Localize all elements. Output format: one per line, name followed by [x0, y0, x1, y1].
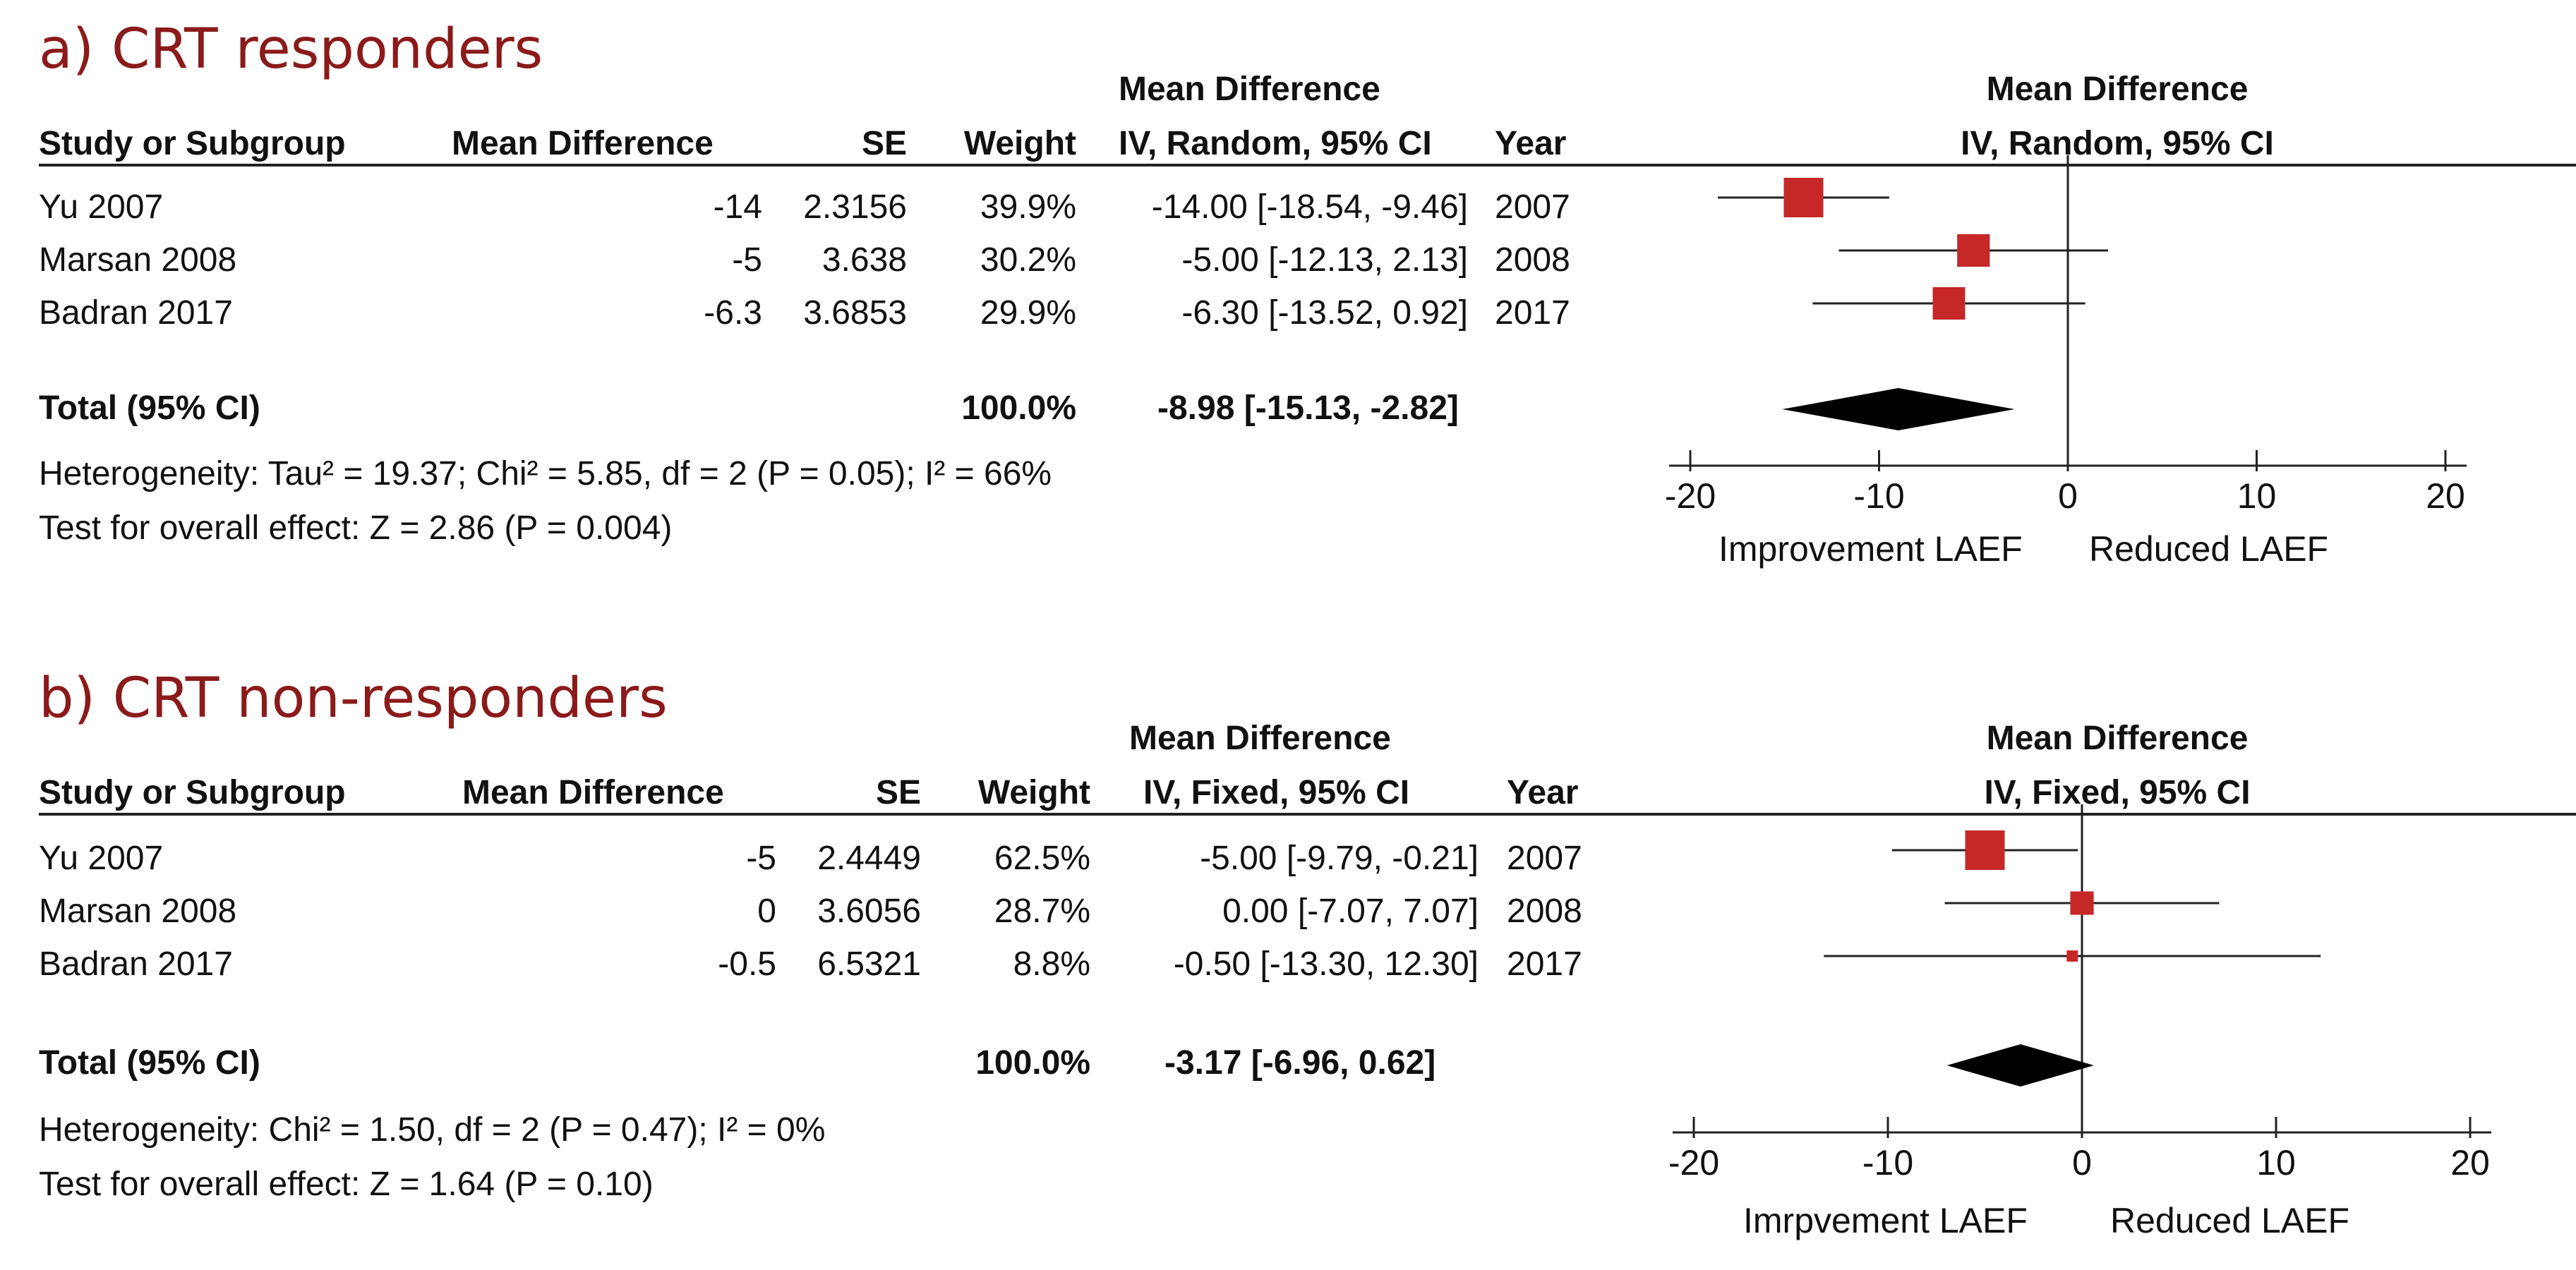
table-row-md: -14: [713, 188, 762, 226]
x-tick-label: -10: [1853, 476, 1904, 516]
table-row-weight: 30.2%: [980, 241, 1076, 279]
axis-left-caption: Improvement LAEF: [1719, 529, 2023, 569]
axis-right-caption: Reduced LAEF: [2110, 1201, 2350, 1240]
table-row-weight: 39.9%: [980, 188, 1076, 226]
study-column-header: Study or Subgroup: [39, 125, 346, 162]
table-row-weight: 28.7%: [994, 893, 1090, 930]
table-row-md: -6.3: [704, 294, 762, 332]
table-row-se: 6.5321: [817, 945, 921, 983]
study-marker: [1965, 830, 2005, 870]
table-row-ci: -0.50 [-13.30, 12.30]: [1173, 945, 1479, 983]
axis-left-caption: Imrpvement LAEF: [1743, 1201, 2028, 1240]
table-row-ci: -5.00 [-9.79, -0.21]: [1200, 840, 1479, 877]
overall-effect-text: Test for overall effect: Z = 1.64 (P = 0…: [39, 1166, 654, 1203]
table-row-study: Badran 2017: [39, 294, 233, 332]
table-row-weight: 29.9%: [980, 294, 1076, 332]
table-row-md: -5: [732, 241, 762, 279]
weight-column-header: Weight: [963, 125, 1076, 162]
year-column-header: Year: [1495, 125, 1567, 162]
plot-header-top: Mean Difference: [1986, 720, 2249, 757]
study-marker: [1957, 234, 1990, 267]
header-divider: [39, 813, 2576, 816]
heterogeneity-text: Heterogeneity: Tau² = 19.37; Chi² = 5.85…: [39, 455, 1052, 492]
x-tick-label: 10: [2237, 476, 2277, 516]
ci-column-header: IV, Fixed, 95% CI: [1143, 774, 1410, 811]
table-row-se: 2.3156: [803, 188, 907, 226]
forest-panel-responders: a) CRT responders Mean Difference Mean D…: [0, 0, 2576, 621]
ci-header-top: Mean Difference: [1119, 71, 1380, 108]
table-row-se: 3.638: [821, 241, 907, 279]
x-tick-label: 20: [2426, 476, 2465, 516]
study-marker: [2066, 950, 2078, 962]
table-row-ci: -14.00 [-18.54, -9.46]: [1151, 188, 1468, 226]
x-tick-label: 0: [2072, 1143, 2092, 1183]
table-row-se: 2.4449: [817, 840, 921, 877]
total-label: Total (95% CI): [39, 1044, 260, 1082]
forest-plot-svg: -20 -10 0 10 20: [1665, 155, 2467, 516]
x-tick-label: 0: [2058, 476, 2078, 516]
table-row-weight: 62.5%: [994, 840, 1090, 877]
total-weight: 100.0%: [961, 389, 1076, 427]
header-divider: [39, 164, 2576, 167]
table-row-md: -5: [746, 840, 776, 877]
total-diamond: [1946, 1044, 2095, 1087]
axis-right-caption: Reduced LAEF: [2089, 529, 2329, 569]
table-row-ci: -6.30 [-13.52, 0.92]: [1181, 294, 1468, 332]
overall-effect-text: Test for overall effect: Z = 2.86 (P = 0…: [39, 509, 673, 547]
table-row-study: Marsan 2008: [39, 241, 237, 279]
se-column-header: SE: [861, 125, 907, 162]
x-tick-label: -10: [1862, 1143, 1913, 1183]
table-row-weight: 8.8%: [1013, 945, 1090, 983]
table-row-year: 2008: [1495, 241, 1570, 279]
table-row-year: 2017: [1507, 945, 1582, 983]
x-tick-label: -20: [1665, 476, 1716, 516]
plot-header-top: Mean Difference: [1986, 71, 2249, 108]
total-weight: 100.0%: [975, 1044, 1090, 1082]
table-row-ci: -5.00 [-12.13, 2.13]: [1181, 241, 1468, 279]
plot-header-bottom: IV, Fixed, 95% CI: [1984, 774, 2251, 811]
total-label: Total (95% CI): [39, 389, 260, 427]
table-row-se: 3.6056: [817, 893, 921, 930]
forest-plot: -20 -10 0 10 20: [1623, 776, 2576, 1242]
study-marker: [2070, 891, 2094, 915]
se-column-header: SE: [875, 774, 921, 811]
study-marker: [1783, 178, 1824, 217]
x-tick-label: 10: [2256, 1143, 2296, 1183]
mean-difference-column-header: Mean Difference: [462, 774, 724, 811]
table-row-year: 2008: [1507, 893, 1582, 930]
panel-title: a) CRT responders: [39, 18, 543, 81]
x-tick-label: -20: [1668, 1143, 1719, 1183]
ci-header-top: Mean Difference: [1129, 720, 1391, 757]
forest-plot: -20 -10 0 10 20: [1623, 127, 2576, 593]
table-row-se: 3.6853: [803, 294, 907, 332]
heterogeneity-text: Heterogeneity: Chi² = 1.50, df = 2 (P = …: [39, 1111, 826, 1149]
table-row-study: Yu 2007: [39, 188, 164, 226]
study-marker: [1932, 287, 1966, 320]
table-row-md: 0: [757, 893, 776, 930]
panel-title: b) CRT non-responders: [39, 667, 668, 730]
table-row-study: Marsan 2008: [39, 893, 237, 930]
plot-header-bottom: IV, Random, 95% CI: [1961, 125, 2274, 162]
x-tick-label: 20: [2450, 1143, 2490, 1183]
table-row-study: Yu 2007: [39, 840, 164, 877]
table-row-ci: 0.00 [-7.07, 7.07]: [1222, 893, 1479, 930]
table-row-md: -0.5: [718, 945, 776, 983]
total-ci: -3.17 [-6.96, 0.62]: [1164, 1044, 1436, 1082]
study-column-header: Study or Subgroup: [39, 774, 346, 811]
table-row-study: Badran 2017: [39, 945, 233, 983]
weight-column-header: Weight: [977, 774, 1090, 811]
total-diamond: [1782, 388, 2015, 430]
year-column-header: Year: [1507, 774, 1579, 811]
forest-panel-non-responders: b) CRT non-responders Mean Difference Me…: [0, 649, 2576, 1270]
table-row-year: 2007: [1507, 840, 1582, 877]
total-ci: -8.98 [-15.13, -2.82]: [1157, 389, 1459, 427]
ci-column-header: IV, Random, 95% CI: [1119, 125, 1432, 162]
mean-difference-column-header: Mean Difference: [452, 125, 714, 162]
table-row-year: 2007: [1495, 188, 1570, 226]
forest-plot-svg: -20 -10 0 10 20: [1668, 804, 2491, 1183]
table-row-year: 2017: [1495, 294, 1570, 332]
